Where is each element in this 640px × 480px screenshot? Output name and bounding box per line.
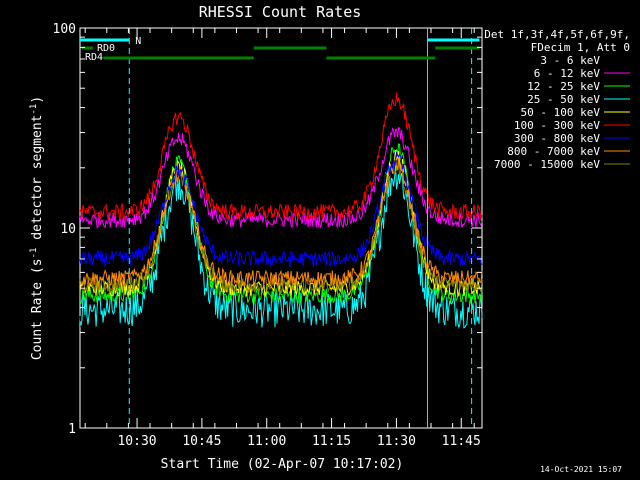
y-axis-label-tail: detector segment	[30, 115, 45, 248]
series-line-0	[79, 151, 483, 340]
y-tick-label-2: 100	[53, 22, 76, 37]
x-tick-label-5: 11:45	[442, 434, 481, 449]
rd0-label: RD0	[97, 43, 115, 54]
y-axis-label-main: Count Rate (s	[30, 258, 45, 360]
legend-header-line2: FDecim 1, Att 0	[531, 41, 630, 54]
series-line-6	[79, 152, 483, 267]
rd4-label: RD4	[85, 52, 103, 63]
series-line-7	[79, 157, 483, 288]
x-tick-label-1: 10:45	[182, 434, 221, 449]
legend-entry-8: 7000 - 15000 keV	[494, 158, 600, 171]
chart-title: RHESSI Count Rates	[199, 3, 362, 21]
legend-entry-7: 800 - 7000 keV	[507, 145, 600, 158]
legend-entry-2: 12 - 25 keV	[527, 80, 600, 93]
ticks-layer: 1 10 100 10:30 10:45 11:00 11:15 11:30 11:45	[53, 22, 482, 449]
series-line-5	[79, 92, 483, 221]
legend-entry-5: 100 - 300 keV	[514, 119, 600, 132]
legend: Det 1f,3f,4f,5f,6f,9f, FDecim 1, Att 0 3…	[484, 28, 630, 171]
x-tick-label-4: 11:30	[377, 434, 416, 449]
legend-entry-4: 50 - 100 keV	[521, 106, 601, 119]
night-label: N	[135, 36, 141, 47]
series-line-1	[79, 126, 483, 229]
y-tick-label-0: 1	[68, 422, 76, 437]
legend-header-line1: Det 1f,3f,4f,5f,6f,9f,	[484, 28, 630, 41]
x-tick-label-0: 10:30	[117, 434, 156, 449]
y-tick-label-1: 10	[60, 222, 76, 237]
y-axis-label-exp2: -1	[29, 104, 39, 115]
y-axis-label-close: )	[30, 96, 45, 104]
date-stamp: 14-Oct-2021 15:07	[540, 465, 622, 474]
y-axis-label-exp1: -1	[29, 248, 39, 259]
legend-entry-6: 300 - 800 keV	[514, 132, 600, 145]
x-axis-label: Start Time (02-Apr-07 10:17:02)	[161, 457, 404, 472]
x-tick-label-3: 11:15	[312, 434, 351, 449]
legend-entry-0: 3 - 6 keV	[540, 54, 600, 67]
legend-entry-1: 6 - 12 keV	[534, 67, 601, 80]
series-line-3	[79, 164, 483, 330]
legend-entry-3: 25 - 50 keV	[527, 93, 600, 106]
plot-frame	[79, 27, 483, 429]
y-axis-label: Count Rate (s-1 detector segment-1)	[29, 96, 45, 360]
series-layer	[79, 92, 483, 340]
x-tick-label-2: 11:00	[247, 434, 286, 449]
